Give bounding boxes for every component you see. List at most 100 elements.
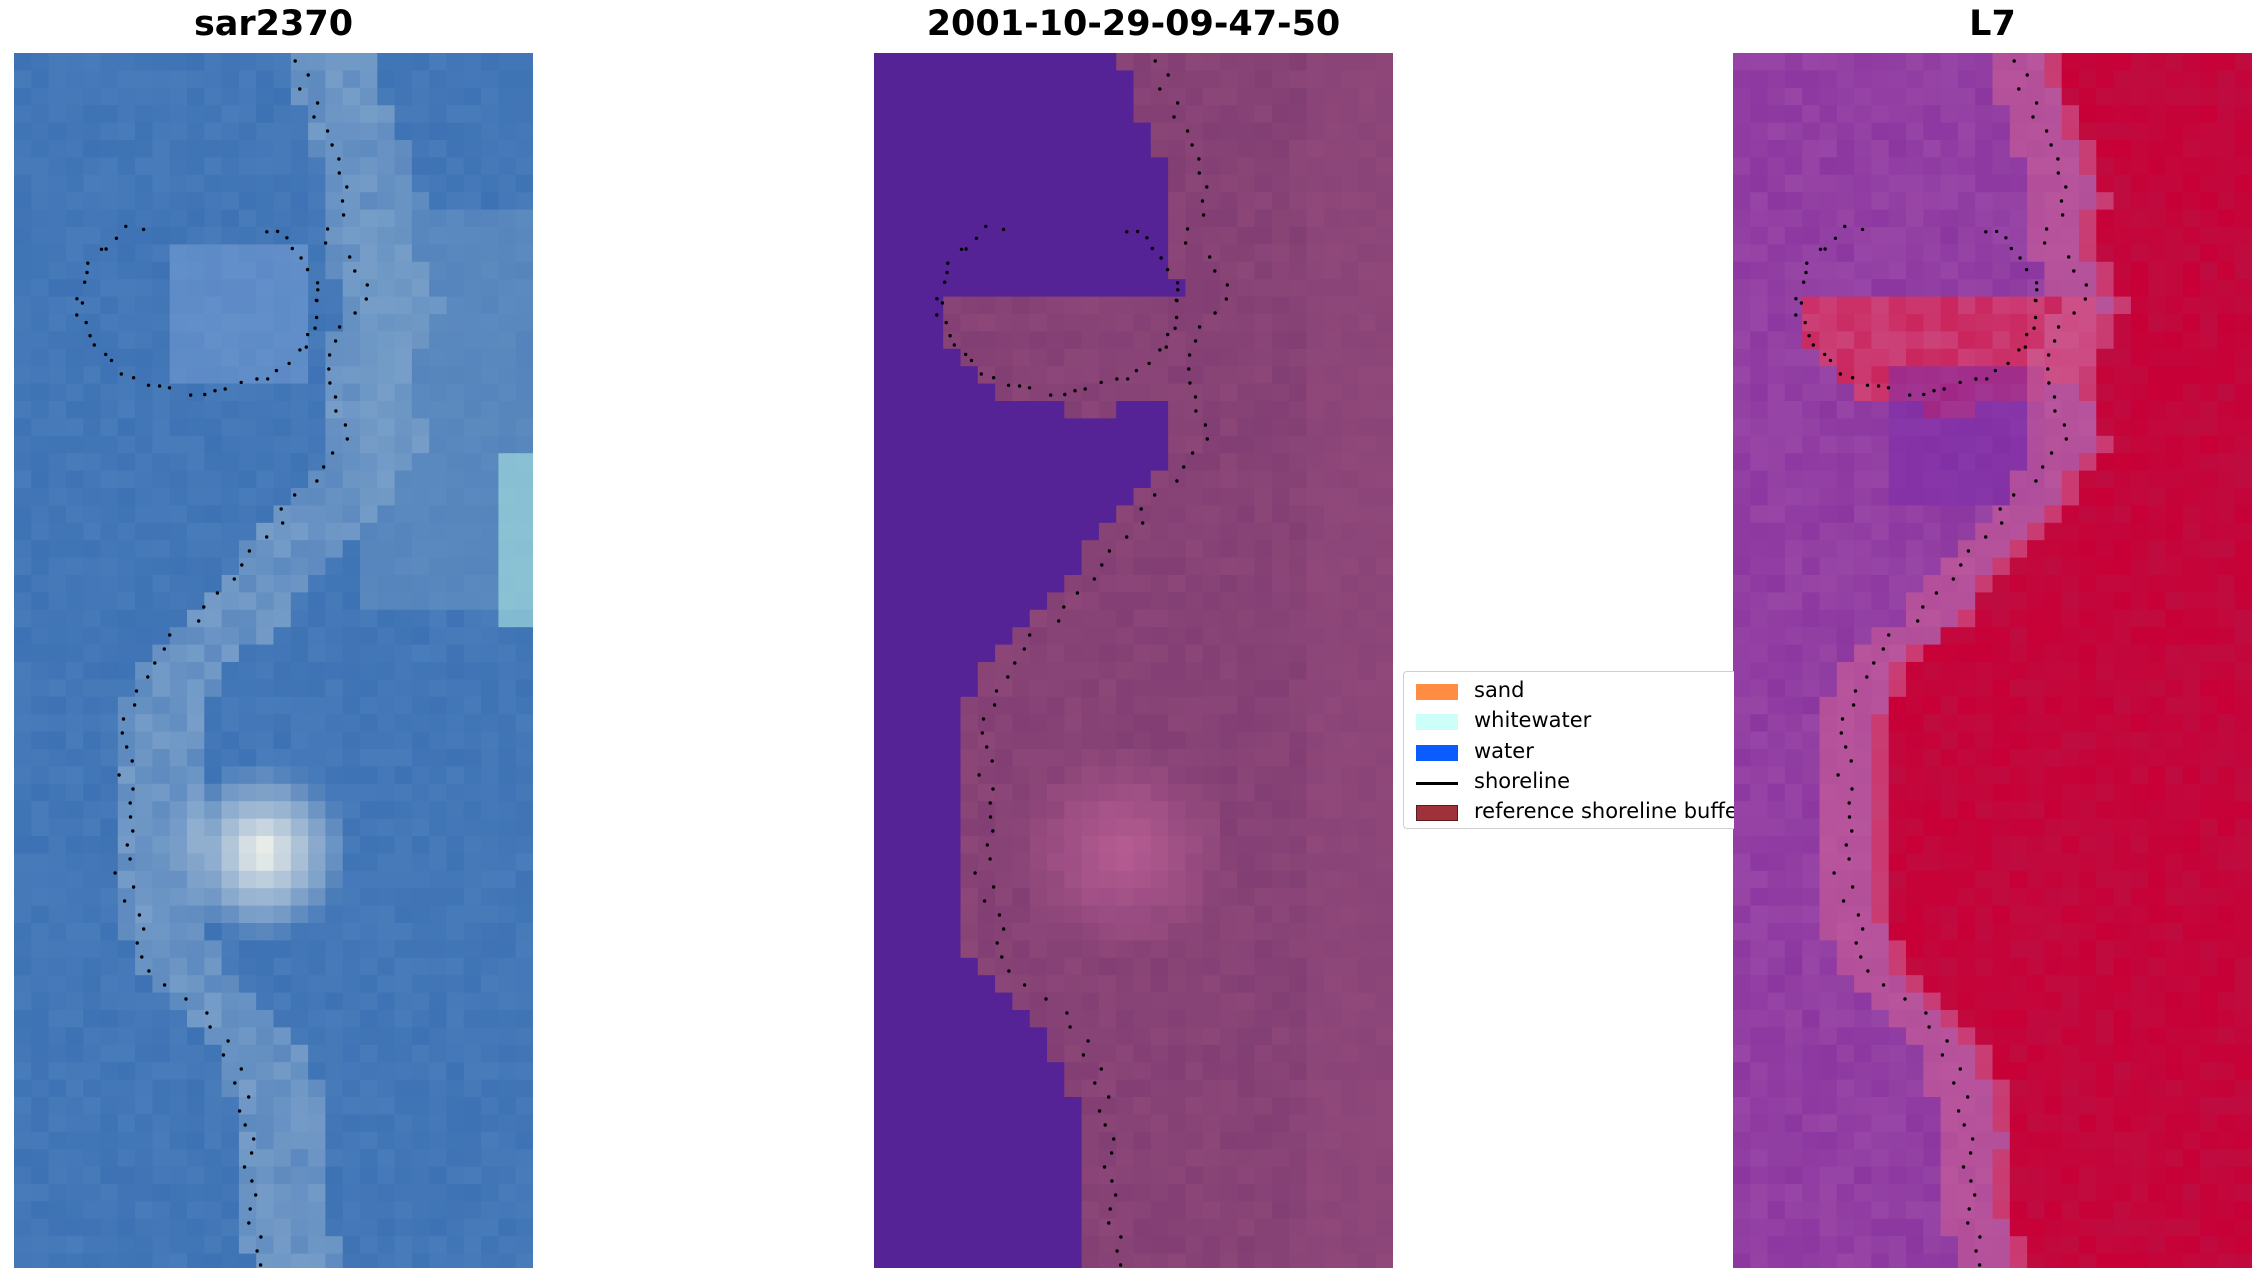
shoreline-point bbox=[1956, 1109, 1961, 1113]
shoreline-point bbox=[1110, 1179, 1114, 1183]
shoreline-point bbox=[162, 983, 167, 987]
shoreline-point bbox=[1099, 1067, 1103, 1071]
shoreline-point bbox=[109, 358, 114, 363]
shoreline-point bbox=[313, 326, 317, 330]
shoreline-point bbox=[1971, 1137, 1975, 1141]
shoreline-point bbox=[1081, 1053, 1086, 1057]
shoreline-point bbox=[117, 773, 121, 777]
shoreline-point bbox=[985, 843, 989, 847]
shoreline-point bbox=[1057, 619, 1061, 623]
shoreline-point bbox=[1147, 361, 1151, 366]
shoreline-point bbox=[2044, 227, 2049, 231]
shoreline-point bbox=[1134, 368, 1139, 373]
shoreline-point bbox=[1847, 801, 1851, 805]
shoreline-point bbox=[221, 1053, 226, 1057]
shoreline-point bbox=[2052, 339, 2057, 343]
shoreline-point bbox=[337, 325, 342, 329]
shoreline-point bbox=[1850, 787, 1854, 791]
water-swatch bbox=[1416, 745, 1458, 761]
shoreline-point bbox=[1865, 383, 1870, 387]
shoreline-point bbox=[128, 815, 133, 819]
shoreline-point bbox=[86, 261, 90, 265]
shoreline-point bbox=[2032, 326, 2036, 330]
panel-title-rgb: sar2370 bbox=[193, 4, 354, 44]
shoreline-point bbox=[233, 1081, 237, 1085]
shoreline-point bbox=[1865, 675, 1869, 679]
shoreline-point bbox=[119, 372, 124, 376]
shoreline-point bbox=[1001, 227, 1006, 232]
shoreline-point bbox=[1969, 1179, 1973, 1183]
shoreline-point bbox=[1205, 437, 1209, 441]
shoreline-point bbox=[312, 115, 316, 119]
shoreline-point bbox=[1213, 311, 1217, 315]
shoreline-point bbox=[1092, 577, 1096, 581]
shoreline-point bbox=[1916, 619, 1920, 623]
shoreline-point bbox=[255, 1249, 259, 1253]
shoreline-point bbox=[167, 386, 172, 390]
shoreline-point bbox=[2047, 381, 2051, 385]
shoreline-point bbox=[1881, 647, 1885, 651]
shoreline-point bbox=[334, 409, 338, 413]
shoreline-point bbox=[333, 339, 338, 343]
legend-label: water bbox=[1474, 739, 1534, 763]
shoreline-point bbox=[1176, 288, 1180, 292]
shoreline-point bbox=[265, 230, 269, 234]
shoreline-point bbox=[2033, 315, 2038, 320]
shoreline-point bbox=[1197, 325, 1202, 329]
shoreline-point bbox=[1141, 521, 1145, 525]
shoreline-point bbox=[306, 73, 310, 77]
shoreline-point bbox=[1794, 297, 1798, 301]
shoreline-point bbox=[128, 857, 132, 861]
shoreline-point bbox=[298, 348, 302, 352]
shoreline-point bbox=[1062, 605, 1066, 609]
shoreline-point bbox=[1201, 213, 1206, 217]
shoreline-point bbox=[1013, 661, 1017, 665]
shoreline-point bbox=[1984, 230, 1988, 234]
shoreline-point bbox=[1856, 913, 1861, 917]
shoreline-point bbox=[1175, 281, 1180, 285]
shoreline-point bbox=[1838, 372, 1842, 376]
shoreline-point bbox=[203, 392, 207, 397]
shoreline-point bbox=[1115, 377, 1119, 381]
shoreline-point bbox=[140, 955, 144, 959]
shoreline-point bbox=[298, 87, 302, 91]
shoreline-point bbox=[1849, 759, 1853, 763]
shoreline-point bbox=[120, 731, 125, 735]
legend-item-shoreline: shoreline bbox=[1410, 768, 1734, 798]
shoreline-point bbox=[1850, 376, 1855, 380]
legend-item-reference-buffer: reference shoreline buffer bbox=[1410, 798, 1734, 828]
shoreline-point bbox=[1866, 969, 1870, 973]
shoreline-point bbox=[197, 619, 201, 623]
shoreline-point bbox=[2023, 345, 2027, 349]
legend-label: sand bbox=[1474, 678, 1525, 702]
shoreline-point bbox=[1966, 1221, 1970, 1225]
shoreline-point bbox=[1099, 380, 1103, 385]
shoreline-point bbox=[131, 376, 136, 380]
shoreline-point bbox=[80, 301, 85, 305]
shoreline-point bbox=[1213, 269, 1217, 273]
whitewater-swatch bbox=[1416, 714, 1458, 730]
shoreline-point bbox=[2034, 101, 2039, 105]
shoreline-point bbox=[1103, 1123, 1107, 1127]
shoreline-point bbox=[1007, 969, 1011, 973]
shoreline-point bbox=[315, 298, 319, 303]
shoreline-point bbox=[984, 224, 988, 229]
shoreline-point bbox=[293, 493, 297, 497]
shoreline-point bbox=[1006, 675, 1010, 679]
shoreline-point bbox=[1985, 377, 1989, 381]
shoreline-point bbox=[125, 745, 129, 749]
shoreline-point bbox=[969, 358, 974, 363]
shoreline-point bbox=[1075, 591, 1080, 595]
shoreline-point bbox=[948, 334, 952, 338]
shoreline-point bbox=[1153, 493, 1157, 497]
shoreline-point bbox=[1068, 1025, 1072, 1029]
shoreline-point bbox=[1159, 256, 1163, 260]
shoreline-point bbox=[85, 270, 89, 275]
shoreline-point bbox=[315, 101, 320, 105]
shoreline-point bbox=[2062, 423, 2067, 427]
shoreline-point bbox=[243, 1123, 247, 1127]
shoreline-point bbox=[2034, 298, 2038, 303]
shoreline-point bbox=[2056, 171, 2060, 175]
shoreline-point bbox=[974, 236, 979, 240]
shoreline-point bbox=[1027, 386, 1032, 390]
